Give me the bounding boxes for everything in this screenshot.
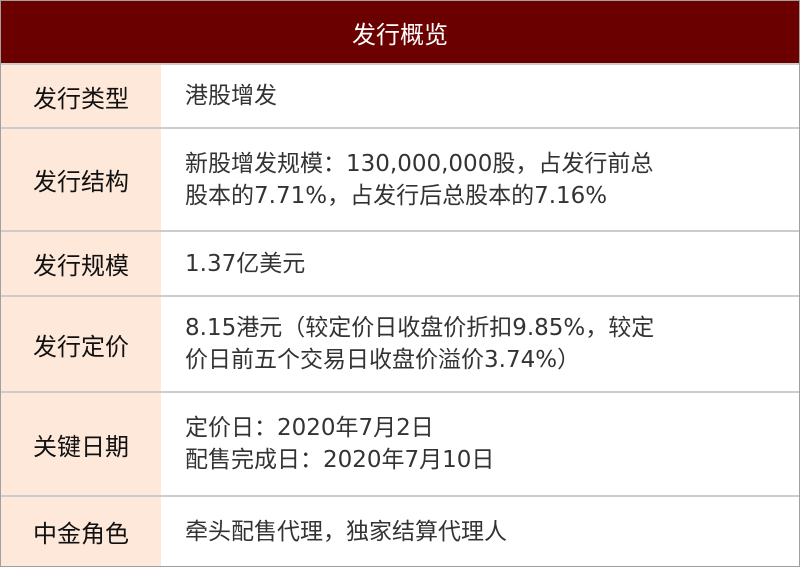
row-value: 港股增发 <box>161 65 799 127</box>
table-row-issue-price: 发行定价 8.15港元（较定价日收盘价折扣9.85%，较定 价日前五个交易日收盘价… <box>1 297 799 393</box>
row-label: 发行结构 <box>1 129 161 230</box>
value-line: 港股增发 <box>185 83 277 109</box>
row-label: 关键日期 <box>1 393 161 495</box>
value-line: 8.15港元（较定价日收盘价折扣9.85%，较定 <box>185 315 655 341</box>
row-label: 中金角色 <box>1 497 161 566</box>
row-value: 定价日：2020年7月2日配售完成日：2020年7月10日 <box>161 393 799 495</box>
value-line: 牵头配售代理，独家结算代理人 <box>185 518 507 545</box>
table-row-issue-type: 发行类型 港股增发 <box>1 65 799 129</box>
table-row-issue-size: 发行规模 1.37亿美元 <box>1 232 799 297</box>
value-line: 定价日：2020年7月2日 <box>185 415 434 441</box>
table-row-key-dates: 关键日期 定价日：2020年7月2日配售完成日：2020年7月10日 <box>1 393 799 497</box>
row-value: 新股增发规模：130,000,000股，占发行前总 股本的7.71%，占发行后总股… <box>161 129 799 230</box>
row-label: 发行规模 <box>1 232 161 295</box>
row-value: 1.37亿美元 <box>161 232 799 295</box>
row-label: 发行定价 <box>1 297 161 391</box>
value-line: 价日前五个交易日收盘价溢价3.74%） <box>185 347 581 373</box>
row-label: 发行类型 <box>1 65 161 127</box>
value-line: 新股增发规模：130,000,000股，占发行前总 <box>185 150 654 177</box>
row-value: 牵头配售代理，独家结算代理人 <box>161 497 799 566</box>
row-value: 8.15港元（较定价日收盘价折扣9.85%，较定 价日前五个交易日收盘价溢价3.7… <box>161 297 799 391</box>
table-row-cicc-role: 中金角色 牵头配售代理，独家结算代理人 <box>1 497 799 566</box>
table-row-issue-structure: 发行结构 新股增发规模：130,000,000股，占发行前总 股本的7.71%，占… <box>1 129 799 232</box>
value-line: 股本的7.71%，占发行后总股本的7.16% <box>185 182 608 209</box>
table-title: 发行概览 <box>1 1 799 65</box>
value-line: 1.37亿美元 <box>185 250 306 277</box>
value-line: 配售完成日：2020年7月10日 <box>185 447 495 473</box>
